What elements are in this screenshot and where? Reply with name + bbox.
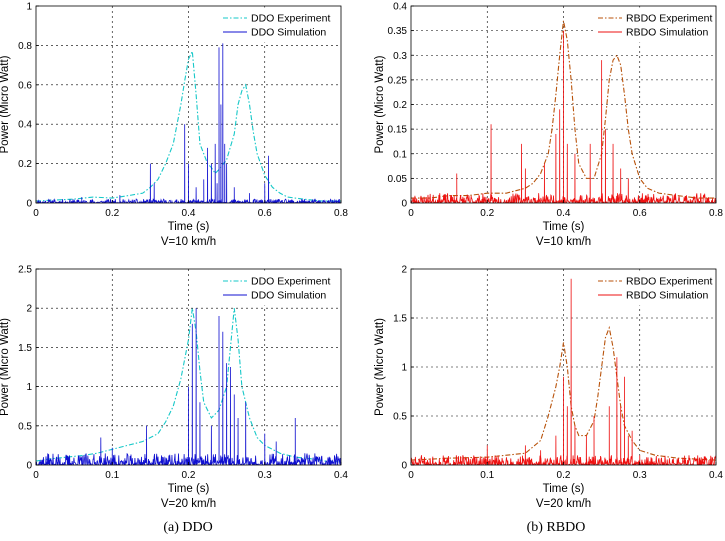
chart-top-right: 0 0.2 0.4 0.6 0.8 0 0.05 0.1 0.15 0.2 0.25 0.3 0.35 0… (374, 2, 723, 249)
x-tick-label: 0.2 (182, 470, 196, 481)
y-tick-label: 1 (26, 2, 32, 13)
y-tick-label: 0.4 (18, 120, 32, 131)
y-tick-label: 0.1 (393, 149, 407, 160)
x-tick-label: 0.2 (557, 470, 571, 481)
y-tick-label: 1.5 (18, 343, 32, 354)
y-tick-label: 0.4 (393, 2, 407, 13)
legend-label: DDO Experiment (251, 276, 330, 288)
y-tick-label: 0 (401, 199, 407, 210)
chart-subtitle: V=20 km/h (161, 498, 216, 510)
legend-label: DDO Experiment (251, 13, 330, 25)
y-tick-label: 0.25 (388, 75, 408, 86)
y-tick-label: 0.5 (18, 421, 32, 432)
y-axis-label: Power (Micro Watt) (374, 55, 386, 153)
y-tick-label: 0.3 (393, 51, 407, 62)
x-tick-label: 0 (33, 208, 39, 219)
chart-bottom-right: 0 0.1 0.2 0.3 0.4 0 0.5 1 1.5 2 Time (s) V=20 km/h P… (374, 265, 723, 511)
legend: DDO Experiment DDO Simulation (220, 7, 340, 43)
series-line-ddo-simulation (36, 308, 341, 465)
x-tick-label: 0.6 (258, 208, 272, 219)
series-line-rbdo-simulation (411, 278, 716, 465)
y-tick-label: 0.2 (393, 100, 407, 111)
legend: DDO Experiment DDO Simulation (220, 270, 340, 306)
chart-subtitle: V=10 km/h (536, 236, 591, 248)
x-tick-label: 0.3 (258, 470, 272, 481)
x-tick-label: 0.4 (557, 208, 571, 219)
x-tick-label: 0.8 (709, 208, 723, 219)
caption-ddo: (a) DDO (163, 520, 213, 535)
legend-label: DDO Simulation (251, 27, 326, 39)
x-tick-label: 0.4 (709, 470, 723, 481)
x-tick-label: 0.3 (633, 470, 647, 481)
legend: RBDO Experiment RBDO Simulation (595, 7, 715, 43)
x-axis-label: Time (s) (543, 221, 585, 233)
legend-label: RBDO Simulation (626, 27, 708, 39)
x-tick-label: 0 (408, 208, 414, 219)
y-tick-label: 0 (26, 461, 32, 472)
series-line-rbdo-experiment (411, 20, 716, 199)
x-tick-label: 0.2 (105, 208, 119, 219)
legend-label: RBDO Simulation (626, 290, 708, 302)
y-tick-label: 0 (401, 461, 407, 472)
chart-subtitle: V=10 km/h (161, 236, 216, 248)
y-tick-label: 1.5 (393, 314, 407, 325)
y-tick-label: 0.35 (388, 26, 408, 37)
x-axis-label: Time (s) (168, 221, 210, 233)
y-tick-label: 0.5 (393, 412, 407, 423)
legend-box (595, 7, 715, 43)
x-tick-label: 0.2 (480, 208, 494, 219)
y-axis-label: Power (Micro Watt) (0, 55, 11, 153)
y-tick-label: 0.2 (18, 159, 32, 170)
x-tick-label: 0.4 (334, 470, 348, 481)
series-group (36, 308, 341, 465)
caption-rbdo: (b) RBDO (526, 520, 586, 535)
legend: RBDO Experiment RBDO Simulation (595, 270, 715, 306)
legend-box (220, 270, 340, 306)
y-tick-label: 0.6 (18, 80, 32, 91)
series-line-ddo-experiment (36, 308, 341, 463)
y-tick-label: 0.05 (388, 174, 408, 185)
series-line-rbdo-experiment (411, 325, 716, 461)
series-group (36, 43, 341, 203)
chart-subtitle: V=20 km/h (536, 498, 591, 510)
y-tick-label: 1 (26, 382, 32, 393)
legend-label: RBDO Experiment (626, 13, 712, 25)
legend-box (220, 7, 340, 43)
y-tick-label: 0.15 (388, 125, 408, 136)
y-tick-label: 2.5 (18, 265, 32, 276)
x-tick-label: 0.1 (105, 470, 119, 481)
y-tick-label: 2 (401, 265, 407, 276)
legend-label: RBDO Experiment (626, 276, 712, 288)
x-tick-label: 0 (408, 470, 414, 481)
legend-box (595, 270, 715, 306)
x-axis-label: Time (s) (543, 483, 585, 495)
x-tick-label: 0.8 (334, 208, 348, 219)
chart-top-left: 0 0.2 0.4 0.6 0.8 0 0.2 0.4 0.6 0.8 1 Time (s) V=10 … (0, 2, 348, 249)
y-tick-label: 2 (26, 304, 32, 315)
y-axis-label: Power (Micro Watt) (0, 318, 11, 416)
x-axis-label: Time (s) (168, 483, 210, 495)
y-tick-label: 0 (26, 199, 32, 210)
chart-bottom-left: 0 0.1 0.2 0.3 0.4 0 0.5 1 1.5 2 2.5 Time (s) V=20 km… (0, 265, 348, 511)
y-tick-label: 0.8 (18, 41, 32, 52)
x-tick-label: 0.6 (633, 208, 647, 219)
series-line-ddo-experiment (36, 49, 341, 202)
legend-label: DDO Simulation (251, 290, 326, 302)
y-axis-label: Power (Micro Watt) (374, 318, 386, 416)
y-tick-label: 1 (401, 363, 407, 374)
x-tick-label: 0.4 (182, 208, 196, 219)
x-tick-label: 0.1 (480, 470, 494, 481)
series-group (411, 278, 716, 465)
x-tick-label: 0 (33, 470, 39, 481)
series-line-ddo-simulation (36, 43, 341, 203)
